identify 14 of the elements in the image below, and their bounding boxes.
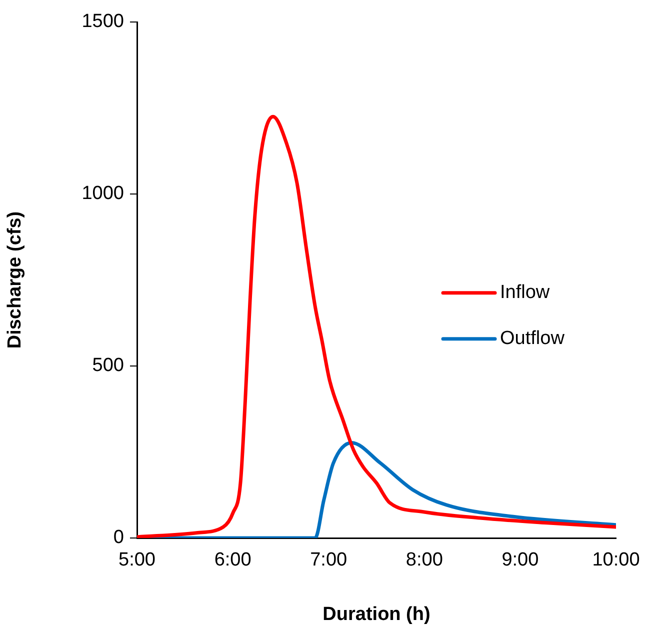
legend-label: Outflow bbox=[500, 328, 565, 350]
y-tick-label: 0 bbox=[113, 527, 124, 548]
legend-label: Inflow bbox=[500, 282, 550, 304]
y-tick-label: 500 bbox=[92, 355, 124, 376]
x-tick-label: 6:00 bbox=[214, 550, 252, 571]
y-axis-title: Discharge (cfs) bbox=[4, 211, 26, 349]
x-axis-title: Duration (h) bbox=[322, 604, 430, 625]
x-tick-label: 7:00 bbox=[310, 550, 348, 571]
x-tick-label: 5:00 bbox=[118, 550, 156, 571]
x-tick-label: 10:00 bbox=[592, 550, 640, 571]
x-tick-label: 8:00 bbox=[406, 550, 443, 571]
x-tick-label: 9:00 bbox=[502, 550, 539, 571]
y-tick-label: 1000 bbox=[82, 183, 124, 204]
y-tick-label: 1500 bbox=[82, 11, 124, 32]
